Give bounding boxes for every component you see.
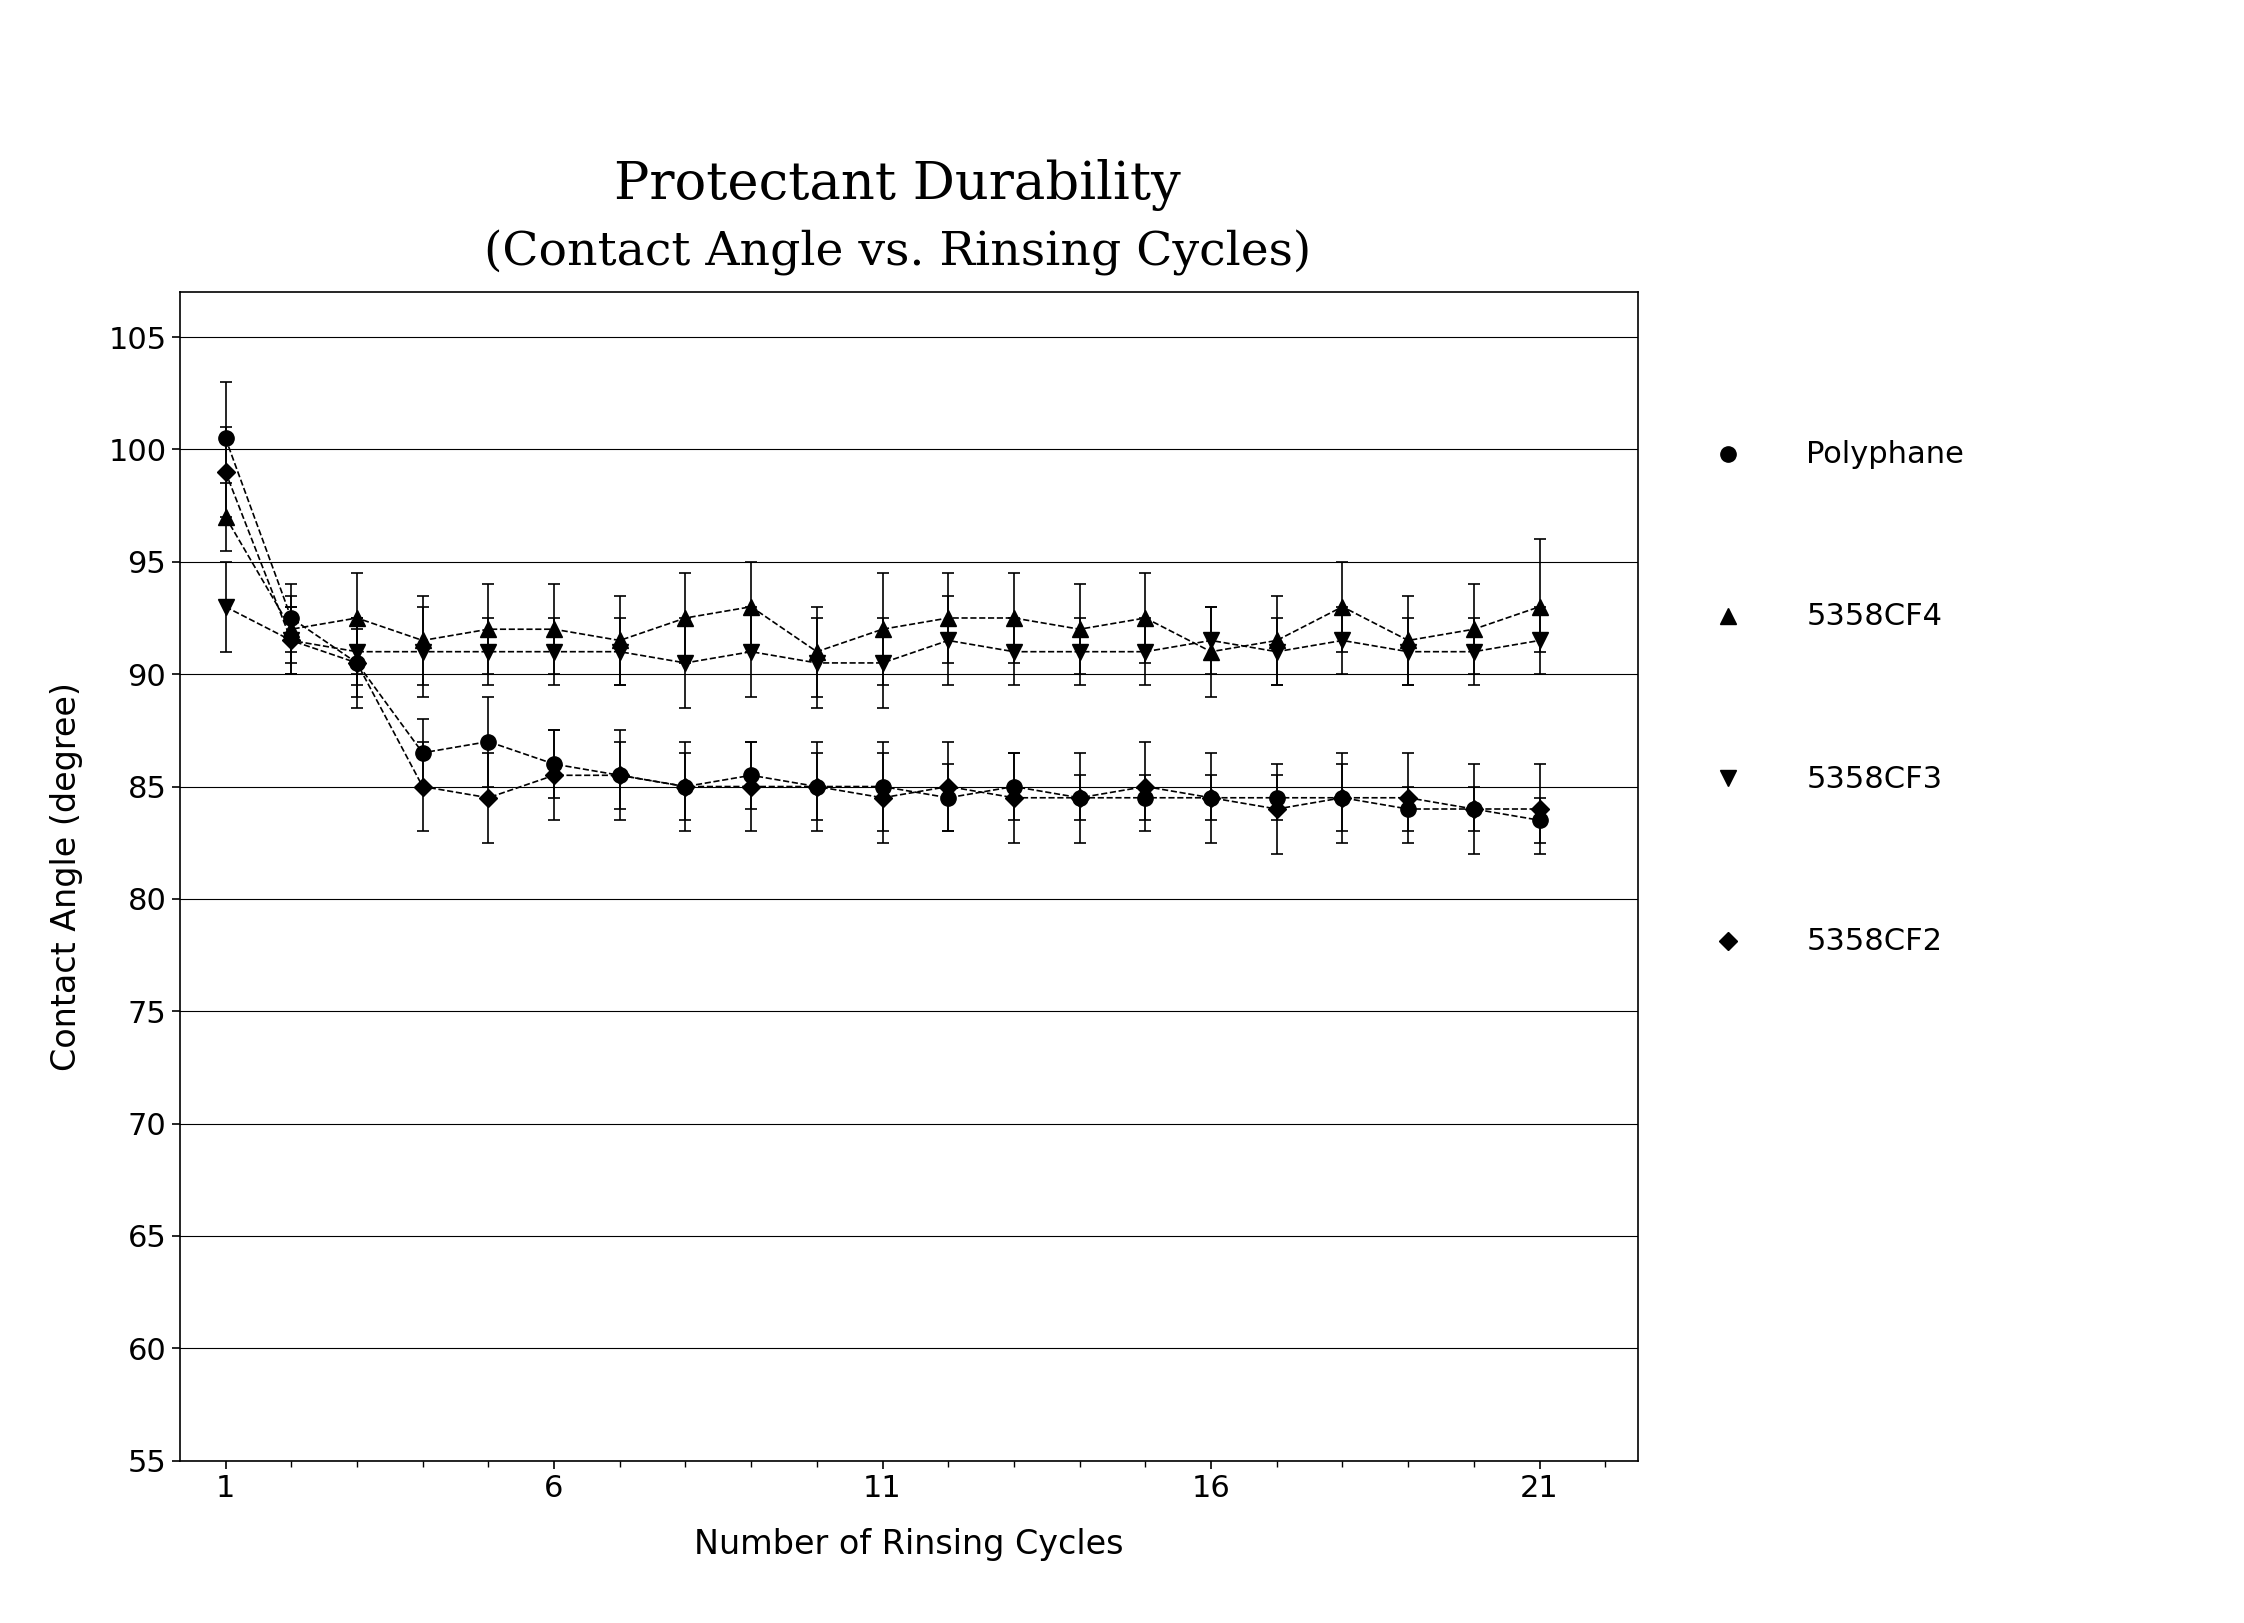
Text: 5358CF3: 5358CF3 bbox=[1806, 764, 1943, 794]
Text: (Contact Angle vs. Rinsing Cycles): (Contact Angle vs. Rinsing Cycles) bbox=[485, 230, 1310, 276]
Text: Polyphane: Polyphane bbox=[1806, 440, 1964, 469]
X-axis label: Number of Rinsing Cycles: Number of Rinsing Cycles bbox=[693, 1527, 1124, 1561]
Text: 5358CF2: 5358CF2 bbox=[1806, 927, 1943, 956]
Y-axis label: Contact Angle (degree): Contact Angle (degree) bbox=[49, 682, 83, 1071]
Text: Protectant Durability: Protectant Durability bbox=[615, 159, 1180, 211]
Text: 5358CF4: 5358CF4 bbox=[1806, 602, 1943, 631]
